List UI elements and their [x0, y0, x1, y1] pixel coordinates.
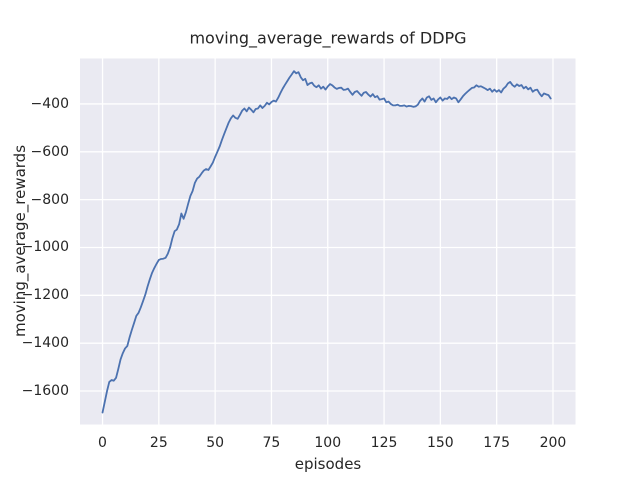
y-tick-label: −1000	[21, 239, 69, 256]
x-tick-label: 125	[370, 435, 398, 451]
x-tick-label: 175	[483, 435, 511, 451]
x-tick-label: 100	[314, 435, 342, 451]
x-axis-label: episodes	[294, 455, 362, 473]
y-tick-label: −800	[30, 191, 69, 208]
x-tick-label: 50	[206, 435, 225, 451]
y-tick-label: −1400	[21, 335, 69, 352]
x-tick-label: 75	[262, 435, 281, 451]
x-tick-label: 150	[426, 435, 454, 451]
x-tick-label: 0	[98, 435, 107, 451]
y-tick-label: −1200	[21, 287, 69, 304]
y-tick-label: −600	[30, 143, 69, 160]
x-tick-label: 200	[539, 435, 567, 451]
chart-title: moving_average_rewards of DDPG	[189, 28, 467, 48]
y-tick-label: −400	[30, 95, 69, 112]
y-tick-label: −1600	[21, 383, 69, 399]
x-tick-label: 25	[149, 435, 168, 451]
line-series	[101, 70, 552, 414]
